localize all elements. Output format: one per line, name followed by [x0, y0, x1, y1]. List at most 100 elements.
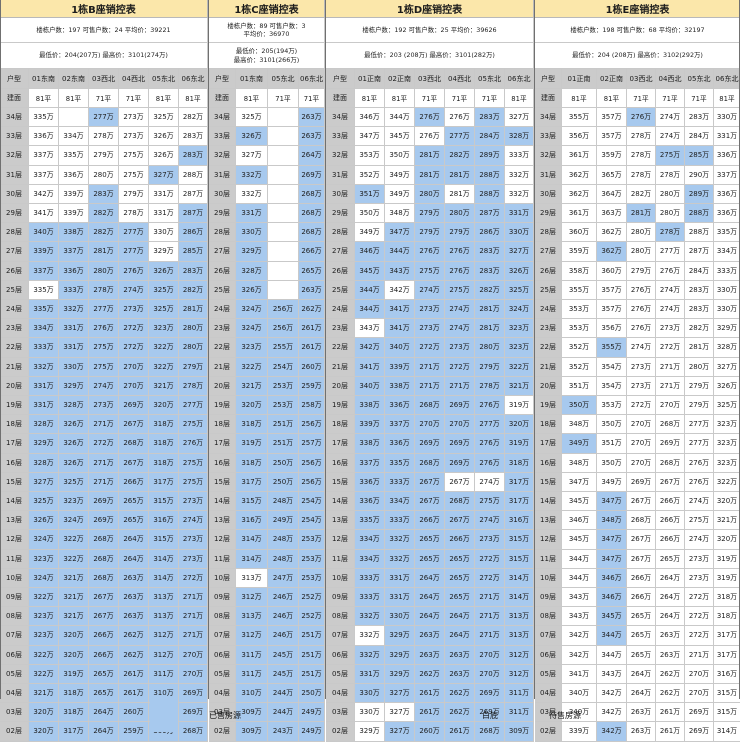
- price-cell: 344万: [355, 280, 385, 300]
- price-cell: 279万: [89, 146, 119, 166]
- price-cell: 334万: [29, 319, 59, 339]
- price-cell: 265万: [656, 549, 685, 569]
- price-cell: 274万: [685, 530, 714, 550]
- price-cell: 342万: [385, 280, 415, 300]
- price-cell: 267万: [656, 472, 685, 492]
- price-cell: 265万: [445, 549, 475, 569]
- stats-text: 楼栋户数：192 可售户数：25 平均价：39626: [362, 25, 497, 34]
- price-cell: 319万: [505, 434, 534, 454]
- price-cell: 330万: [505, 223, 534, 243]
- unit-area: 81平: [236, 89, 268, 108]
- price-cell: 262万: [656, 664, 685, 684]
- price-cell: 333万: [29, 338, 59, 358]
- price-cell: 282万: [627, 184, 656, 204]
- price-cell: 312万: [149, 626, 179, 646]
- price-cell: 266万: [89, 626, 119, 646]
- price-cell: 312万: [149, 645, 179, 665]
- price-cell: 332万: [505, 165, 534, 185]
- price-cell: 277万: [656, 242, 685, 262]
- floor-label: 07层: [535, 626, 562, 646]
- unit-name: 02正南: [597, 69, 627, 89]
- price-cell: 266万: [299, 242, 325, 262]
- price-cell: 264万: [656, 588, 685, 608]
- price-cell: 264万: [89, 703, 119, 723]
- price-cell: 275万: [685, 511, 714, 531]
- price-cell: 273万: [445, 338, 475, 358]
- price-cell: 265万: [119, 511, 149, 531]
- price-cell: 351万: [355, 184, 385, 204]
- price-cell: 267万: [89, 588, 119, 608]
- price-cell: 280万: [685, 357, 714, 377]
- price-cell: 335万: [355, 511, 385, 531]
- price-cell: 249万: [268, 511, 299, 531]
- building-title: 1栋D座销控表: [326, 0, 534, 18]
- price-cell: 260万: [299, 357, 325, 377]
- price-cell: 269万: [89, 492, 119, 512]
- price-cell: 345万: [562, 492, 597, 512]
- price-cell: 264万: [445, 607, 475, 627]
- unit-name: 01东南: [29, 69, 59, 89]
- price-cell: 335万: [29, 300, 59, 320]
- price-cell: 274万: [685, 492, 714, 512]
- price-cell: 340万: [562, 703, 597, 723]
- price-cell: 277万: [685, 434, 714, 454]
- floor-label: 06层: [209, 645, 236, 665]
- price-cell: 272万: [475, 568, 505, 588]
- floor-label: 21层: [0, 357, 29, 377]
- unit-area: 81平: [355, 89, 385, 108]
- price-cell: 330万: [355, 684, 385, 704]
- floor-label: 26层: [535, 261, 562, 281]
- price-cell: 323万: [29, 607, 59, 627]
- floor-label: 11层: [535, 549, 562, 569]
- price-cell: 339万: [59, 204, 89, 224]
- price-cell: 263万: [299, 280, 325, 300]
- unit-area: 71平: [415, 89, 445, 108]
- price-cell: 274万: [445, 300, 475, 320]
- price-cell: 283万: [685, 108, 714, 128]
- price-cell: 276万: [445, 261, 475, 281]
- price-cell: 323万: [149, 319, 179, 339]
- price-cell: 350万: [597, 415, 627, 435]
- price-cell: 283万: [89, 184, 119, 204]
- floor-label: 24层: [0, 300, 29, 320]
- price-cell: 326万: [59, 415, 89, 435]
- price-cell: 269万: [627, 472, 656, 492]
- price-cell: 281万: [179, 300, 208, 320]
- price-cell: 272万: [119, 338, 149, 358]
- price-cell: 283万: [179, 261, 208, 281]
- price-cell: 337万: [29, 146, 59, 166]
- price-cell: 280万: [656, 184, 685, 204]
- price-cell: 324万: [236, 319, 268, 339]
- floor-label: 20层: [326, 376, 355, 396]
- price-cell: 254万: [268, 357, 299, 377]
- price-cell: 330万: [355, 703, 385, 723]
- price-cell: 323万: [29, 549, 59, 569]
- price-cell: 313万: [505, 607, 534, 627]
- floor-label: 03层: [209, 703, 236, 723]
- price-cell: 265万: [119, 492, 149, 512]
- price-cell: 322万: [59, 549, 89, 569]
- price-cell: 271万: [179, 607, 208, 627]
- price-cell: 319万: [714, 568, 740, 588]
- price-cell: 337万: [59, 242, 89, 262]
- floor-label: 29层: [326, 204, 355, 224]
- price-cell: 270万: [445, 415, 475, 435]
- price-cell: 349万: [385, 184, 415, 204]
- price-cell: 355万: [562, 280, 597, 300]
- price-cell: 324万: [29, 530, 59, 550]
- floor-label: 28层: [535, 223, 562, 243]
- price-cell: 327万: [505, 108, 534, 128]
- floor-label: 27层: [326, 242, 355, 262]
- unit-name: 06东北: [179, 69, 208, 89]
- price-cell: 263万: [299, 127, 325, 147]
- price-cell: 261万: [415, 703, 445, 723]
- unit-name: 04西北: [445, 69, 475, 89]
- price-cell: 349万: [562, 434, 597, 454]
- price-cell: 341万: [355, 357, 385, 377]
- price-cell: 355万: [597, 338, 627, 358]
- price-cell: 287万: [179, 184, 208, 204]
- price-cell: 342万: [562, 626, 597, 646]
- price-cell: 329万: [59, 376, 89, 396]
- price-cell: 318万: [149, 415, 179, 435]
